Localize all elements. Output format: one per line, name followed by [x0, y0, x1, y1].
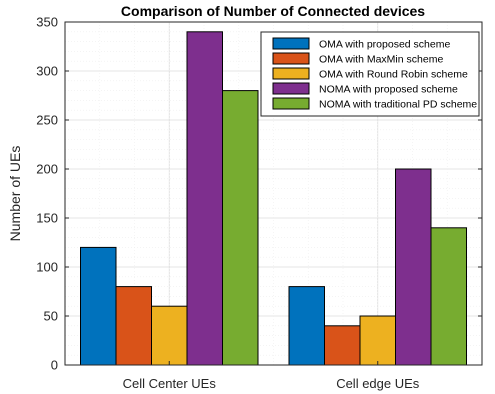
- bar: [324, 325, 361, 366]
- bar: [430, 227, 467, 366]
- legend-swatch: [272, 82, 310, 95]
- y-tick-label: 250: [36, 113, 58, 128]
- legend-label: NOMA with proposed scheme: [319, 84, 458, 96]
- legend-label: OMA with Round Robin scheme: [319, 69, 468, 81]
- bar: [151, 305, 188, 366]
- legend: OMA with proposed scheme OMA with MaxMin …: [260, 31, 480, 117]
- legend-label: OMA with proposed scheme: [319, 39, 450, 51]
- y-tick-label: 50: [44, 309, 58, 324]
- bar: [288, 286, 325, 366]
- y-tick-label: 200: [36, 162, 58, 177]
- y-tick-label: 300: [36, 64, 58, 79]
- x-tick-label: Cell edge UEs: [336, 376, 420, 391]
- chart-title: Comparison of Number of Connected device…: [121, 3, 425, 19]
- y-tick-label: 0: [51, 358, 58, 373]
- legend-swatch: [272, 67, 310, 80]
- y-tick-label: 150: [36, 211, 58, 226]
- bar: [359, 315, 396, 366]
- y-axis-title: Number of UEs: [7, 146, 23, 242]
- legend-label: OMA with MaxMin scheme: [319, 54, 443, 66]
- y-axis-ticks: 0 50 100 150 200 250 300 350: [36, 15, 482, 373]
- legend-label: NOMA with traditional PD scheme: [319, 99, 477, 111]
- legend-swatch: [272, 37, 310, 50]
- x-tick-label: Cell Center UEs: [123, 376, 217, 391]
- legend-swatch: [272, 97, 310, 110]
- bar: [80, 246, 117, 366]
- plot-frame: [64, 21, 483, 366]
- bar: [222, 90, 259, 366]
- y-tick-label: 100: [36, 260, 58, 275]
- bar: [186, 31, 223, 366]
- bar: [115, 286, 152, 366]
- legend-swatch: [272, 52, 310, 65]
- x-axis-ticks: Cell Center UEs Cell edge UEs: [123, 361, 420, 391]
- bar: [395, 168, 432, 366]
- y-tick-label: 350: [36, 15, 58, 30]
